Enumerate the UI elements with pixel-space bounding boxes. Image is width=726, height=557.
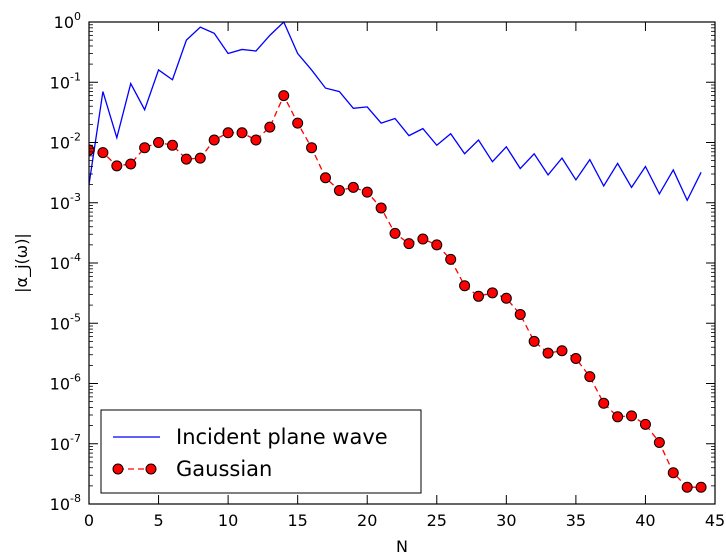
series-1-point [431, 239, 443, 251]
legend-marker-gaussian-left [112, 463, 124, 475]
y-tick-exponent: -8 [70, 492, 81, 505]
y-tick-label: 10-4 [50, 251, 81, 273]
series-1-point [292, 117, 304, 129]
series-1-point [612, 411, 624, 423]
series-1-point [319, 172, 331, 184]
x-tick-label: 15 [287, 511, 307, 530]
legend-box [100, 409, 422, 494]
series-1-point [653, 436, 665, 448]
series-1-point [111, 160, 123, 172]
y-tick-exponent: -2 [70, 131, 81, 144]
x-tick-label: 20 [357, 511, 377, 530]
series-1-point [389, 227, 401, 239]
series-1-point [250, 134, 262, 146]
series-1-point [194, 152, 206, 164]
series-line-0 [89, 22, 702, 202]
y-tick-exponent: -5 [70, 311, 81, 324]
series-1-point [528, 335, 540, 347]
y-tick-exponent: -6 [70, 372, 81, 385]
y-tick-label: 10-8 [50, 492, 81, 514]
series-1-point [667, 467, 679, 479]
x-tick-label: 25 [427, 511, 447, 530]
x-tick-label: 45 [705, 511, 725, 530]
x-tick-label: 0 [84, 511, 94, 530]
y-tick-base: 10 [50, 495, 70, 514]
y-tick-exponent: 0 [74, 10, 81, 23]
y-tick-exponent: -3 [70, 191, 81, 204]
y-tick-label: 10-1 [50, 70, 81, 92]
y-tick-label: 10-7 [50, 432, 81, 454]
series-1-point [375, 202, 387, 214]
series-1-point [445, 253, 457, 265]
y-tick-exponent: -7 [70, 432, 81, 445]
series-1-point [278, 90, 290, 102]
x-tick-label: 40 [635, 511, 655, 530]
series-1-point [417, 233, 429, 245]
y-tick-base: 10 [50, 73, 70, 92]
legend-marker-gaussian-right [145, 463, 157, 475]
series-1-point [459, 280, 471, 292]
y-tick-base: 10 [50, 134, 70, 153]
y-tick-label: 10-2 [50, 131, 81, 153]
y-tick-label: 10-6 [50, 372, 81, 394]
series-1-point [208, 134, 220, 146]
y-tick-base: 10 [50, 435, 70, 454]
series-1-point [125, 158, 137, 170]
series-1-point [598, 397, 610, 409]
series-1-point [626, 410, 638, 422]
y-tick-base: 10 [50, 375, 70, 394]
legend-label-gaussian: Gaussian [176, 457, 272, 481]
legend: Incident plane wave Gaussian [100, 409, 422, 494]
y-tick-exponent: -4 [70, 251, 81, 264]
series-1-point [584, 371, 596, 383]
y-tick-base: 10 [50, 194, 70, 213]
x-tick-label: 30 [496, 511, 516, 530]
series-1-point [180, 153, 192, 165]
y-tick-label: 10-3 [50, 191, 81, 213]
x-axis-label: N [396, 537, 408, 556]
series-1-point [222, 127, 234, 139]
x-tick-label: 35 [566, 511, 586, 530]
series-1-point [542, 347, 554, 359]
series-1-point [570, 352, 582, 364]
legend-label-incident: Incident plane wave [176, 425, 388, 449]
series-1-point [639, 418, 651, 430]
x-tick-label: 10 [218, 511, 238, 530]
y-tick-base: 10 [50, 254, 70, 273]
series-1-point [139, 142, 151, 154]
series-1-point [514, 308, 526, 320]
series-1-point [264, 121, 276, 133]
series-1-point [473, 290, 485, 302]
y-tick-label: 100 [54, 10, 81, 32]
ticks-layer [88, 21, 716, 505]
y-tick-exponent: -1 [70, 70, 81, 83]
series-1-point [556, 345, 568, 357]
series-1-point [361, 186, 373, 198]
x-tick-label: 5 [153, 511, 163, 530]
series-1-point [695, 481, 707, 493]
series-1-point [153, 137, 165, 148]
series-1-point [166, 139, 178, 151]
series-1-point [89, 144, 95, 156]
y-tick-label: 10-5 [50, 311, 81, 333]
series-1-point [681, 481, 693, 493]
series-1-point [97, 147, 109, 159]
series-1-point [486, 287, 498, 299]
series-1-point [306, 142, 318, 154]
series-layer [89, 22, 707, 493]
series-1-point [347, 181, 359, 193]
series-1-point [500, 292, 512, 304]
x-tick-labels: 0 5 10 15 20 25 30 35 40 45 [84, 511, 725, 530]
series-1-point [333, 184, 345, 196]
y-tick-base: 10 [54, 13, 74, 32]
y-tick-base: 10 [50, 314, 70, 333]
series-1-point [403, 238, 415, 250]
series-1-point [236, 127, 248, 139]
y-axis-label: |α_j(ω)| [12, 233, 32, 293]
